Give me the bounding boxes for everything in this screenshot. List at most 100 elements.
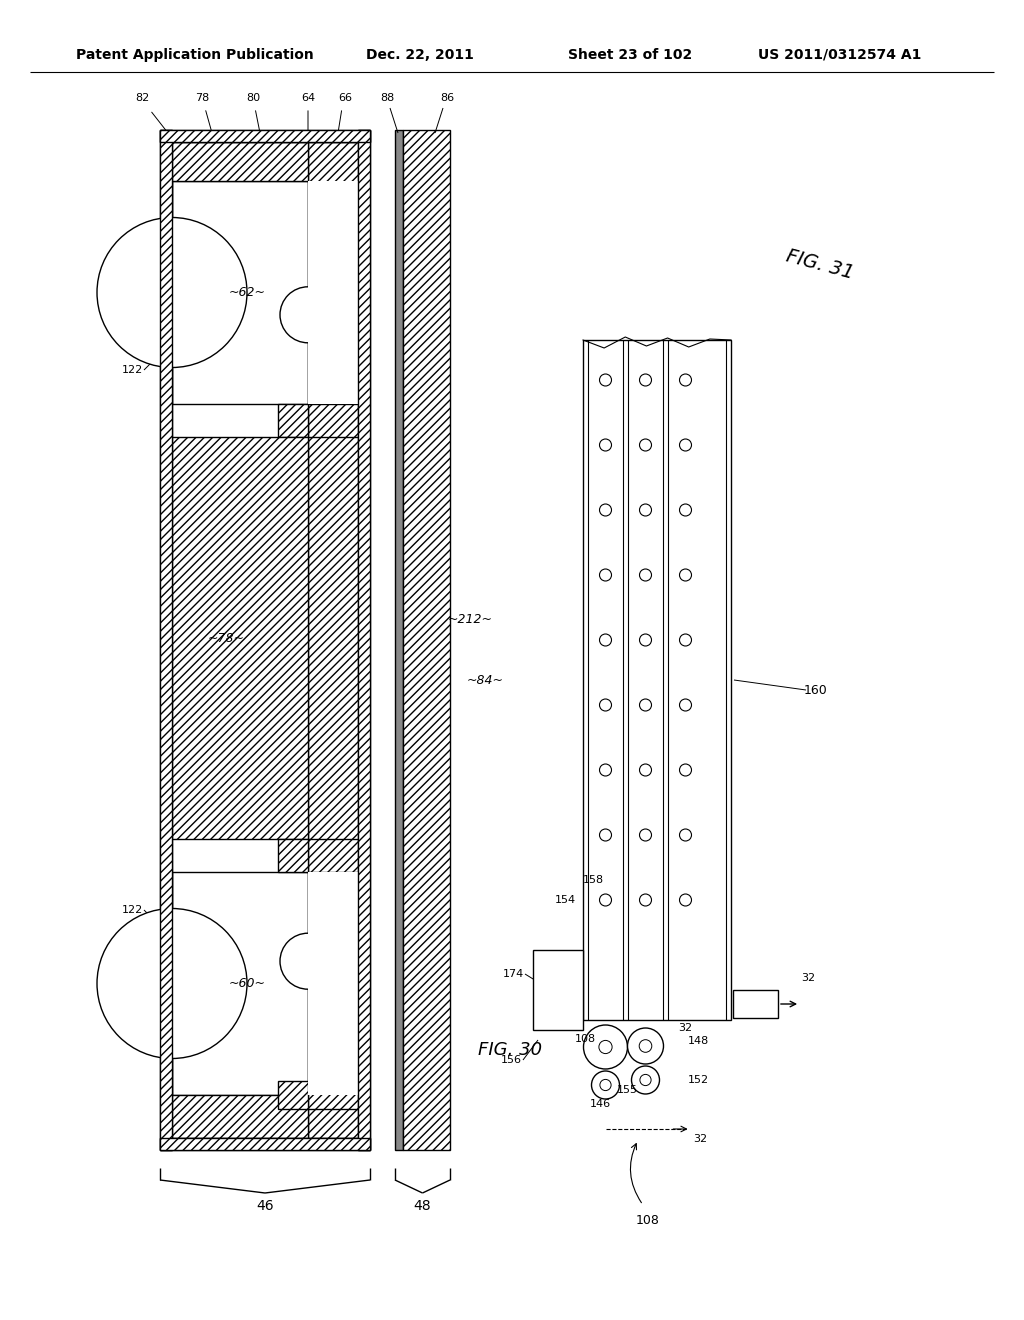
Bar (160, 129, 370, 143)
Circle shape (599, 440, 611, 451)
Circle shape (599, 1040, 612, 1053)
Circle shape (640, 829, 651, 841)
Bar (160, 129, 370, 143)
Bar (308, 1081, 358, 1109)
Text: 155: 155 (617, 1085, 638, 1096)
Text: 86: 86 (440, 92, 454, 103)
Text: 46: 46 (256, 1199, 273, 1213)
Text: 32: 32 (693, 1134, 708, 1144)
Text: FIG. 30: FIG. 30 (478, 1041, 542, 1059)
Text: 152: 152 (688, 1074, 709, 1085)
Bar (160, 181, 172, 404)
Bar (172, 437, 308, 840)
Text: 156: 156 (501, 1055, 521, 1065)
Bar (733, 990, 778, 1018)
Circle shape (680, 569, 691, 581)
Text: ~60~: ~60~ (228, 977, 265, 990)
Text: ~212~: ~212~ (447, 612, 493, 626)
Text: 146: 146 (590, 1100, 611, 1109)
Text: 122: 122 (122, 906, 142, 915)
Bar (160, 129, 172, 1150)
Bar (308, 840, 358, 873)
Bar (278, 840, 308, 873)
Circle shape (280, 286, 336, 343)
Text: 88: 88 (380, 92, 394, 103)
Text: 82: 82 (135, 92, 150, 103)
Bar (172, 873, 308, 1096)
Bar (308, 181, 370, 404)
Text: Dec. 22, 2011: Dec. 22, 2011 (366, 48, 474, 62)
Text: 160: 160 (804, 684, 827, 697)
Circle shape (680, 504, 691, 516)
Bar (172, 143, 308, 181)
Bar (308, 873, 370, 1096)
Bar (358, 129, 370, 1150)
Circle shape (592, 1071, 620, 1100)
Bar (160, 1138, 370, 1150)
Bar (308, 143, 358, 1138)
Circle shape (680, 440, 691, 451)
Bar (160, 129, 172, 1150)
Bar (172, 1096, 308, 1138)
Circle shape (639, 1040, 652, 1052)
Circle shape (640, 504, 651, 516)
Circle shape (599, 634, 611, 645)
Text: 122: 122 (122, 366, 142, 375)
Circle shape (97, 908, 247, 1059)
Bar (403, 129, 450, 1150)
Circle shape (600, 1080, 611, 1090)
Text: 108: 108 (636, 1213, 659, 1226)
Circle shape (97, 218, 247, 367)
Circle shape (680, 829, 691, 841)
Bar (278, 404, 308, 437)
Bar (172, 181, 308, 404)
Circle shape (632, 1067, 659, 1094)
Circle shape (640, 764, 651, 776)
Text: 174: 174 (503, 969, 523, 979)
Text: ~78~: ~78~ (208, 631, 245, 644)
Bar (583, 341, 731, 1020)
Circle shape (599, 569, 611, 581)
Text: ~62~: ~62~ (228, 286, 265, 300)
Text: 154: 154 (554, 895, 575, 906)
Circle shape (599, 829, 611, 841)
Circle shape (680, 700, 691, 711)
Bar (308, 404, 358, 437)
Text: 148: 148 (688, 1036, 710, 1045)
Circle shape (640, 634, 651, 645)
Bar (395, 129, 403, 1150)
Bar (358, 129, 370, 1150)
Text: 78: 78 (195, 92, 209, 103)
Circle shape (640, 700, 651, 711)
Text: FIG. 31: FIG. 31 (784, 247, 856, 284)
Circle shape (640, 440, 651, 451)
Text: 158: 158 (583, 875, 603, 884)
Circle shape (640, 1074, 651, 1085)
Circle shape (599, 700, 611, 711)
Text: 108: 108 (574, 1034, 596, 1044)
Circle shape (584, 1026, 628, 1069)
Text: Patent Application Publication: Patent Application Publication (76, 48, 314, 62)
Bar (278, 1081, 308, 1109)
Circle shape (628, 1028, 664, 1064)
Circle shape (640, 569, 651, 581)
Circle shape (680, 374, 691, 385)
Bar (534, 950, 583, 1030)
Circle shape (599, 504, 611, 516)
Circle shape (680, 634, 691, 645)
Circle shape (680, 894, 691, 906)
Text: 64: 64 (301, 92, 315, 103)
Bar (160, 1138, 370, 1150)
Text: 32: 32 (801, 973, 815, 983)
Circle shape (599, 374, 611, 385)
Circle shape (680, 764, 691, 776)
Circle shape (640, 894, 651, 906)
Text: US 2011/0312574 A1: US 2011/0312574 A1 (759, 48, 922, 62)
Circle shape (599, 764, 611, 776)
Circle shape (280, 933, 336, 989)
Circle shape (599, 894, 611, 906)
Text: 48: 48 (414, 1199, 431, 1213)
Text: 80: 80 (246, 92, 260, 103)
Circle shape (640, 374, 651, 385)
Text: Sheet 23 of 102: Sheet 23 of 102 (568, 48, 692, 62)
